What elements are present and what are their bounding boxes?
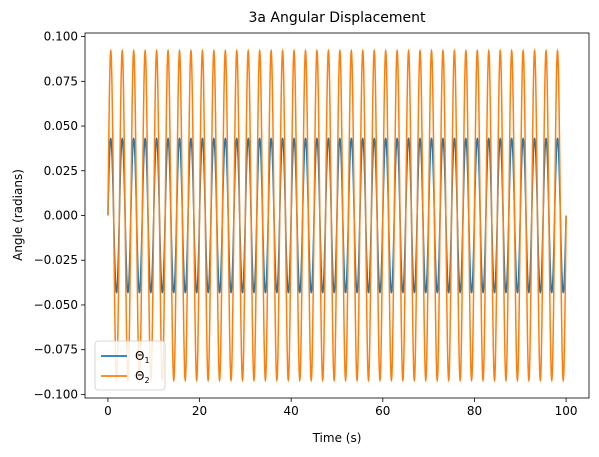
y-tick-label: 0.075 [44,74,78,88]
y-tick-label: −0.075 [34,343,78,357]
y-tick-label: 0.050 [44,119,78,133]
y-tick-label: −0.050 [34,298,78,312]
chart-title: 3a Angular Displacement [248,10,426,26]
plot-area [107,48,567,383]
axes: 0 20 40 60 80 100 0.100 0.075 0.050 0.025 0.000 −0.… [34,30,590,418]
legend-label-subscript: 1 [144,356,149,365]
y-tick-label: 0.000 [44,209,78,223]
y-tick-label: −0.025 [34,253,78,267]
x-axis-label: Time (s) [312,431,362,445]
y-tick-label: 0.100 [44,30,78,44]
legend-label-theta-1: Θ1 [135,349,150,365]
y-tick-label: −0.100 [34,387,78,401]
x-tick-label: 80 [467,404,482,418]
y-tick-label: 0.025 [44,164,78,178]
legend-label-theta-2: Θ2 [135,369,150,385]
x-tick-label: 60 [375,404,390,418]
x-tick-label: 0 [104,404,112,418]
y-axis-label: Angle (radians) [11,169,25,261]
legend-label-subscript: 2 [144,376,149,385]
legend-label-main: Θ [135,369,144,383]
x-tick-label: 100 [555,404,578,418]
legend-label-main: Θ [135,349,144,363]
x-tick-label: 20 [192,404,207,418]
x-tick-label: 40 [284,404,299,418]
series-line-theta-2 [107,48,567,383]
legend-box [94,340,166,391]
